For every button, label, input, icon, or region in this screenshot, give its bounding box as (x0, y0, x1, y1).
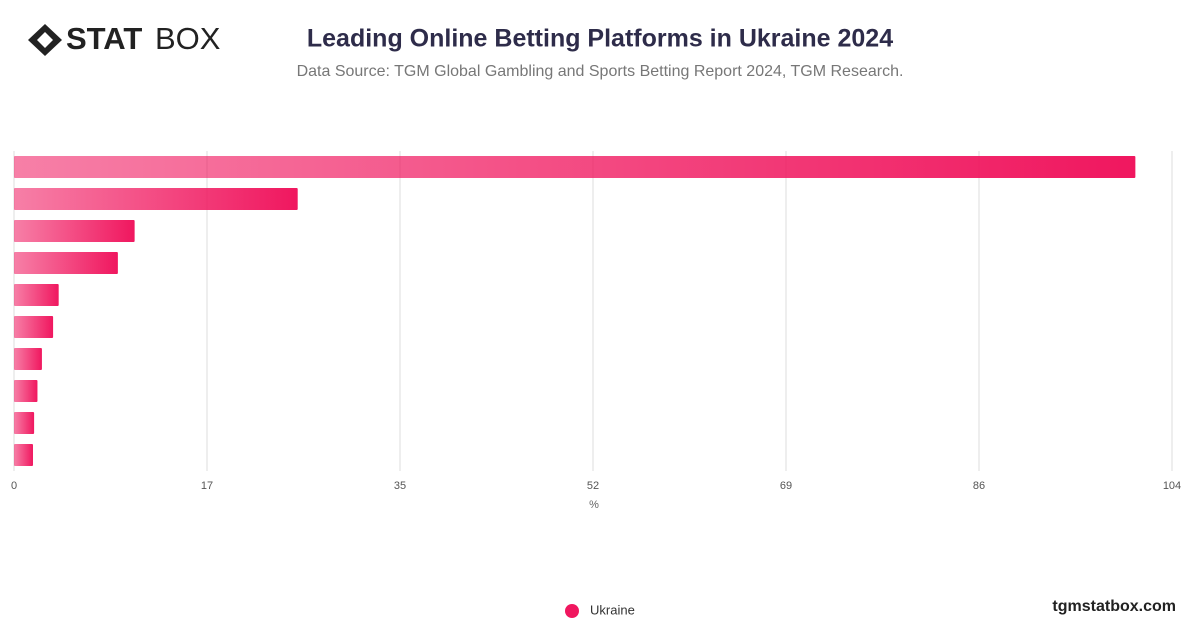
x-tick-label: 86 (973, 480, 985, 492)
legend-marker (565, 604, 579, 618)
bar (14, 220, 135, 242)
x-axis-label: % (589, 499, 599, 511)
bar (14, 188, 298, 210)
bar (14, 316, 54, 338)
bar (14, 284, 59, 306)
x-tick-label: 52 (587, 480, 599, 492)
logo-bold: STAT (66, 21, 142, 56)
x-tick-label: 0 (11, 480, 17, 492)
chart-title: Leading Online Betting Platforms in Ukra… (307, 25, 893, 53)
bar (14, 412, 35, 434)
x-tick-label: 35 (394, 480, 406, 492)
logo-icon-inner (37, 32, 53, 48)
x-tick-label: 104 (1163, 480, 1181, 492)
bar (14, 348, 42, 370)
chart-subtitle: Data Source: TGM Global Gambling and Spo… (297, 63, 904, 80)
logo: STAT BOX (28, 21, 221, 56)
bar (14, 156, 1136, 178)
bar (14, 444, 33, 466)
website: tgmstatbox.com (1052, 598, 1176, 615)
x-tick-label: 17 (201, 480, 213, 492)
bar (14, 252, 118, 274)
bar (14, 380, 38, 402)
logo-light: BOX (155, 21, 221, 56)
x-tick-label: 69 (780, 480, 792, 492)
legend-label: Ukraine (590, 602, 635, 617)
